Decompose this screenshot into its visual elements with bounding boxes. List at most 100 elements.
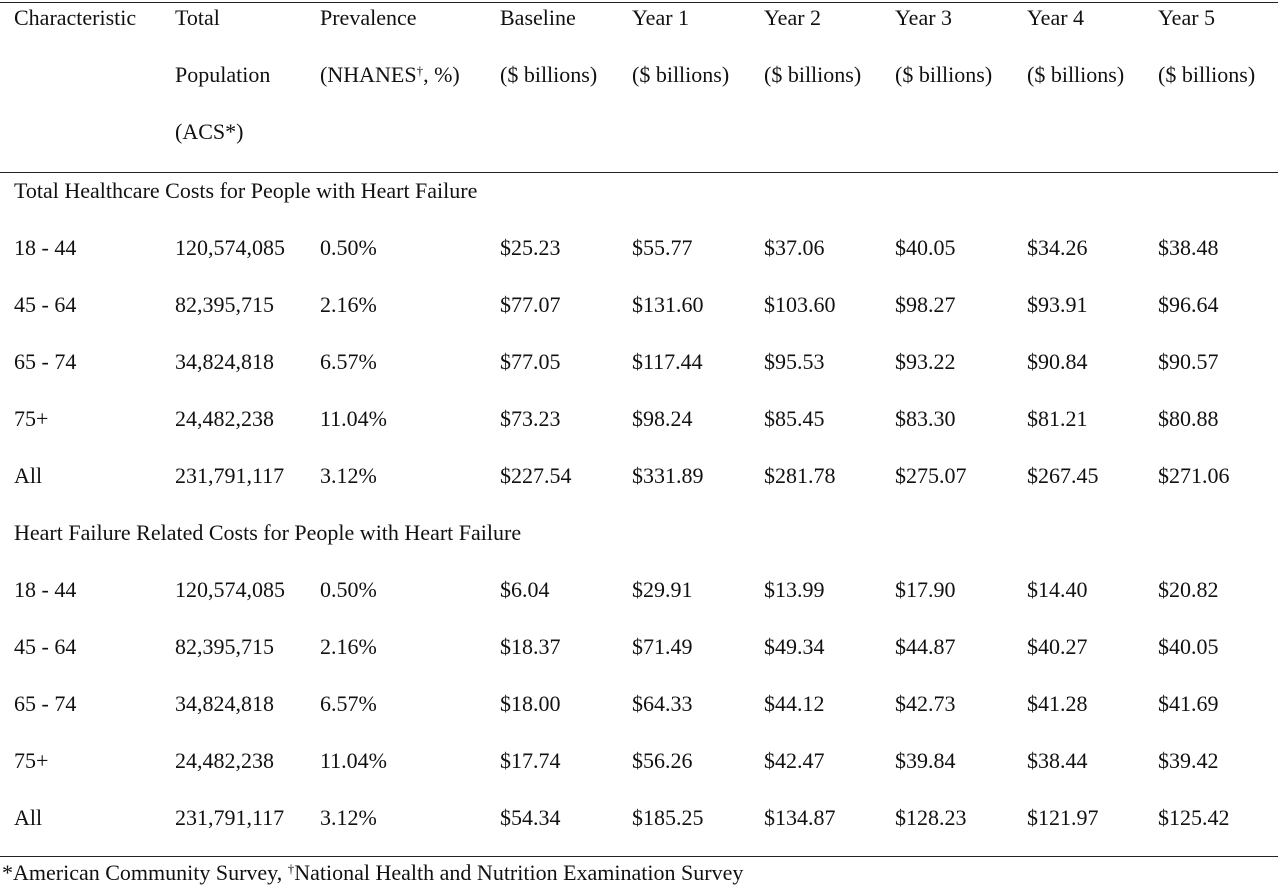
column-header: Year 2 ($ billions) [764,5,861,119]
table-cell: 24,482,238 [175,748,274,773]
table-cell: 231,791,117 [175,805,285,830]
table-cell: $103.60 [764,292,836,317]
table-cell: $95.53 [764,349,825,374]
table-cell: 3.12% [320,463,377,488]
column-header: Prevalence (NHANES†, %) [320,5,460,119]
table-cell: $71.49 [632,634,693,659]
table-cell: $17.74 [500,748,561,773]
table-bottom-rule [0,856,1278,857]
table-cell: $64.33 [632,691,693,716]
column-header-line: ($ billions) [764,62,862,87]
table-cell: 0.50% [320,235,377,260]
column-header: Characteristic [14,5,136,62]
table-cell: $271.06 [1158,463,1230,488]
section-title: Heart Failure Related Costs for People w… [14,520,522,545]
table-cell: $185.25 [632,805,704,830]
table-cell: $29.91 [632,577,693,602]
dagger-mark: † [416,63,424,78]
column-header-line: ($ billions) [500,62,598,87]
row-label: All [14,463,43,488]
table-cell: $275.07 [895,463,967,488]
row-label: 65 - 74 [14,349,77,374]
table-cell: $125.42 [1158,805,1230,830]
table-cell: 120,574,085 [175,235,285,260]
column-header-line: ($ billions) [1158,62,1256,87]
table-cell: $44.12 [764,691,825,716]
column-header-line: ($ billions) [895,62,993,87]
row-label: 18 - 44 [14,577,77,602]
table-cell: $18.00 [500,691,561,716]
column-header-line: Total [175,5,220,30]
table-cell: 34,824,818 [175,349,274,374]
table-cell: $38.44 [1027,748,1088,773]
table-cell: 2.16% [320,292,377,317]
column-header-line: (NHANES†, %) [320,62,460,119]
table-cell: $121.97 [1027,805,1099,830]
column-header-line: Year 5 [1158,5,1216,30]
table-cell: 3.12% [320,805,377,830]
table-cell: $267.45 [1027,463,1099,488]
table-header-rule [0,172,1278,173]
table-cell: $90.84 [1027,349,1088,374]
table-cell: $40.05 [895,235,956,260]
column-header-line: Year 3 [895,5,953,30]
table-cell: 6.57% [320,691,377,716]
table-cell: $90.57 [1158,349,1219,374]
table-cell: $131.60 [632,292,704,317]
row-label: 65 - 74 [14,691,77,716]
table-top-rule [0,2,1278,3]
table-cell: $34.26 [1027,235,1088,260]
column-header-line: Prevalence [320,5,417,30]
table-cell: $281.78 [764,463,836,488]
table-cell: $331.89 [632,463,704,488]
table-cell: $38.48 [1158,235,1219,260]
row-label: 75+ [14,406,49,431]
table-cell: $227.54 [500,463,572,488]
table-cell: 11.04% [320,748,388,773]
table-cell: $40.05 [1158,634,1219,659]
table-cell: $77.05 [500,349,561,374]
column-header-line: (ACS*) [175,119,244,144]
table-cell: $81.21 [1027,406,1088,431]
table-cell: $55.77 [632,235,693,260]
column-header: Year 4 ($ billions) [1027,5,1124,119]
table-footnote: *American Community Survey, †National He… [2,860,743,886]
table-cell: $98.24 [632,406,693,431]
table-cell: $134.87 [764,805,836,830]
table-cell: $25.23 [500,235,561,260]
table-cell: 120,574,085 [175,577,285,602]
table-cell: $6.04 [500,577,550,602]
table-cell: $93.91 [1027,292,1088,317]
column-header: Year 3 ($ billions) [895,5,992,119]
column-header-line: ($ billions) [1027,62,1125,87]
table-cell: 24,482,238 [175,406,274,431]
column-header-line: Year 1 [632,5,690,30]
table-cell: $93.22 [895,349,956,374]
table-cell: $41.28 [1027,691,1088,716]
table-cell: $73.23 [500,406,561,431]
row-label: 45 - 64 [14,634,77,659]
column-header-line: Baseline [500,5,576,30]
column-header-line: Population [175,62,271,87]
table-cell: $77.07 [500,292,561,317]
footnote-nhanes: National Health and Nutrition Examinatio… [294,860,744,885]
table-cell: $37.06 [764,235,825,260]
table-cell: $80.88 [1158,406,1219,431]
table-cell: 82,395,715 [175,634,274,659]
row-label: All [14,805,43,830]
table-cell: $40.27 [1027,634,1088,659]
section-title: Total Healthcare Costs for People with H… [14,178,478,203]
column-header: Total Population (ACS*) [175,5,270,176]
column-header: Baseline ($ billions) [500,5,597,119]
table-cell: 231,791,117 [175,463,285,488]
table-cell: $39.84 [895,748,956,773]
table-cell: $17.90 [895,577,956,602]
table-cell: 82,395,715 [175,292,274,317]
column-header-line: Year 2 [764,5,822,30]
column-header-line: ($ billions) [632,62,730,87]
table-cell: $96.64 [1158,292,1219,317]
column-header: Year 5 ($ billions) [1158,5,1255,119]
column-header-line: Year 4 [1027,5,1085,30]
table-cell: $44.87 [895,634,956,659]
table-cell: $39.42 [1158,748,1219,773]
